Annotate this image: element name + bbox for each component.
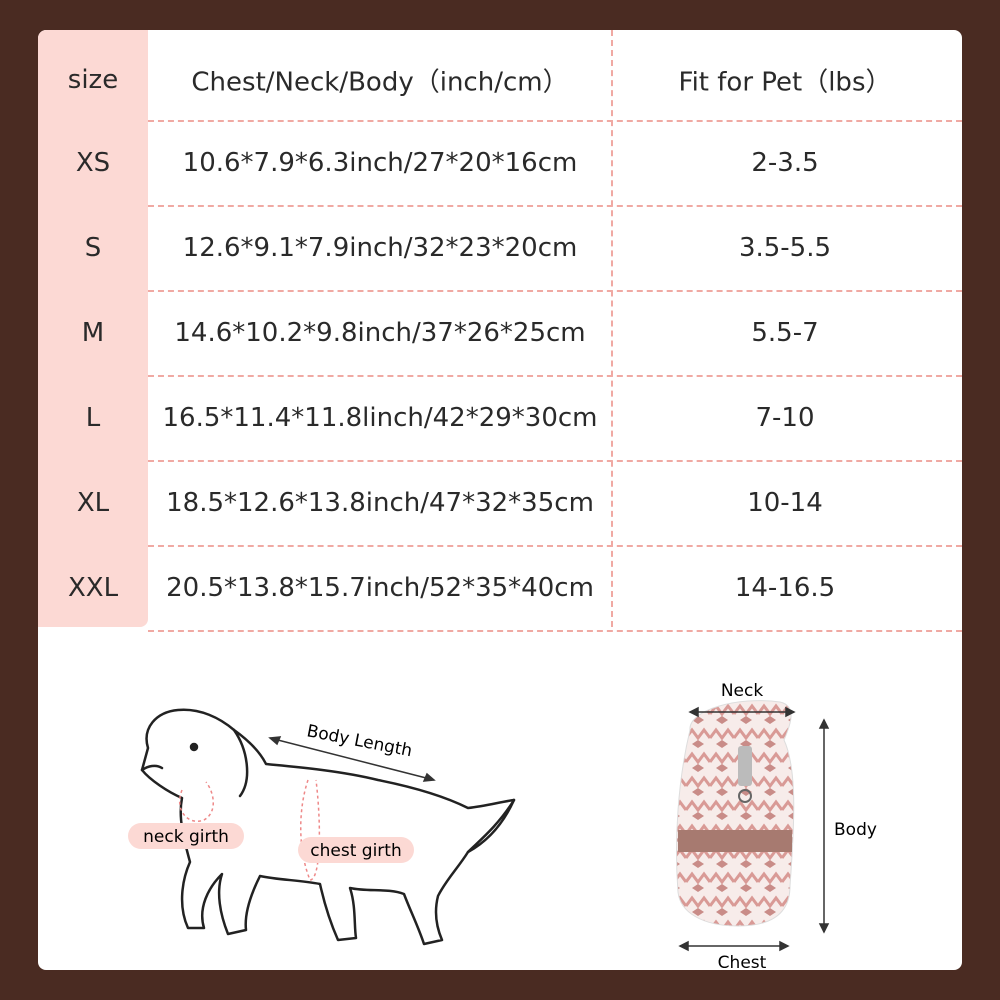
neck-girth-label: neck girth: [143, 827, 229, 847]
body-label: Body: [834, 820, 877, 840]
sweater-illustration: [676, 700, 795, 927]
size-cell: M: [81, 317, 105, 348]
row-divider: [148, 205, 962, 207]
row-divider: [148, 545, 962, 547]
weight-cell: 10-14: [747, 487, 823, 518]
chest-label: Chest: [718, 953, 767, 970]
header-cell: Fit for Pet（lbs）: [678, 67, 892, 98]
size-cell: S: [84, 232, 102, 263]
dog-illustration: [140, 708, 516, 946]
weight-cell: 7-10: [755, 402, 815, 433]
size-cell: XL: [76, 487, 110, 518]
weight-cell: 5.5-7: [751, 317, 819, 348]
header-cell: Chest/Neck/Body（inch/cm）: [191, 67, 569, 98]
size-cell: L: [85, 402, 101, 433]
row-divider: [148, 120, 962, 122]
column-divider: [611, 30, 613, 627]
measure-cell: 16.5*11.4*11.8linch/42*29*30cm: [162, 402, 598, 433]
diagrams: Body Length neck girth chest girth: [128, 681, 877, 970]
header-cell: size: [67, 65, 119, 95]
body-length-label: Body Length: [305, 721, 414, 761]
neck-label: Neck: [721, 681, 764, 701]
row-divider: [148, 460, 962, 462]
size-cell: XS: [75, 147, 111, 178]
chest-girth-label: chest girth: [310, 841, 401, 861]
row-divider: [148, 375, 962, 377]
measure-cell: 20.5*13.8*15.7inch/52*35*40cm: [166, 572, 594, 603]
measure-cell: 12.6*9.1*7.9inch/32*23*20cm: [182, 232, 578, 263]
row-divider: [148, 630, 962, 632]
size-column-bg: [38, 30, 148, 627]
size-cell: XXL: [67, 572, 119, 603]
weight-cell: 3.5-5.5: [738, 232, 832, 263]
size-card: size Chest/Neck/Body（inch/cm） Fit for Pet（…: [38, 30, 962, 970]
weight-cell: 14-16.5: [734, 572, 836, 603]
measure-cell: 18.5*12.6*13.8inch/47*32*35cm: [166, 487, 594, 518]
measure-cell: 14.6*10.2*9.8inch/37*26*25cm: [174, 317, 586, 348]
row-divider: [148, 290, 962, 292]
weight-cell: 2-3.5: [751, 147, 819, 178]
measure-cell: 10.6*7.9*6.3inch/27*20*16cm: [182, 147, 578, 178]
